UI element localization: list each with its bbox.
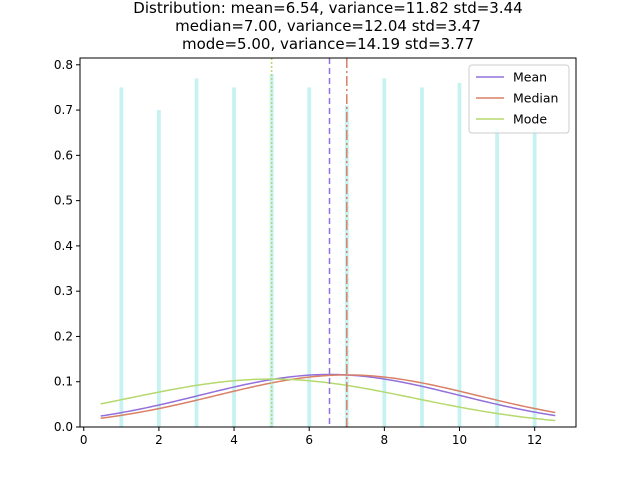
histogram-bar [532, 128, 537, 427]
y-tick-label: 0.2 [54, 329, 73, 343]
histogram-bar [457, 82, 462, 427]
y-tick-label: 0.6 [54, 148, 73, 162]
y-tick-label: 0.4 [54, 239, 73, 253]
y-axis-ticks: 0.0 0.1 0.2 0.3 0.4 0.5 0.6 0.7 0.8 [54, 58, 80, 434]
statistic-lines [270, 58, 348, 427]
y-tick-label: 0.8 [54, 58, 73, 72]
pdf-curves [100, 373, 556, 422]
x-tick-label: 2 [155, 433, 163, 447]
x-tick-label: 10 [452, 433, 467, 447]
legend: Mean Median Mode [468, 64, 570, 134]
y-tick-label: 0.0 [54, 420, 73, 434]
histogram-bar [344, 105, 349, 427]
x-tick-label: 12 [527, 433, 542, 447]
x-tick-label: 0 [80, 433, 88, 447]
histogram-bar [307, 87, 312, 428]
title-line-3: mode=5.00, variance=14.19 std=3.77 [182, 35, 474, 53]
x-tick-label: 4 [230, 433, 238, 447]
histogram-bar [232, 87, 236, 428]
y-tick-label: 0.1 [54, 375, 73, 389]
pdf-curve-median [100, 374, 556, 419]
legend-label-mode: Mode [513, 112, 547, 127]
x-axis-ticks: 0 2 4 6 8 10 12 [80, 427, 542, 447]
pdf-curve-mean [100, 373, 556, 417]
histogram-bar [382, 78, 387, 427]
histogram-bar [194, 78, 199, 427]
y-tick-label: 0.3 [54, 284, 73, 298]
histogram-bar [119, 87, 124, 428]
histogram-bar [157, 110, 161, 428]
x-tick-label: 8 [381, 433, 389, 447]
histogram-bars [119, 73, 537, 428]
pdf-curve-mode [100, 378, 556, 422]
x-tick-label: 6 [305, 433, 313, 447]
title-line-1: Distribution: mean=6.54, variance=11.82 … [133, 0, 522, 17]
title-line-2: median=7.00, variance=12.04 std=3.47 [175, 17, 481, 35]
y-tick-label: 0.7 [54, 103, 73, 117]
plot-frame [79, 57, 577, 428]
legend-label-median: Median [513, 91, 558, 106]
histogram-bar [420, 87, 424, 428]
y-tick-label: 0.5 [54, 194, 73, 208]
histogram-bar [495, 128, 499, 427]
legend-label-mean: Mean [513, 70, 547, 85]
legend-box [468, 64, 570, 134]
chart-title: Distribution: mean=6.54, variance=11.82 … [133, 0, 522, 53]
